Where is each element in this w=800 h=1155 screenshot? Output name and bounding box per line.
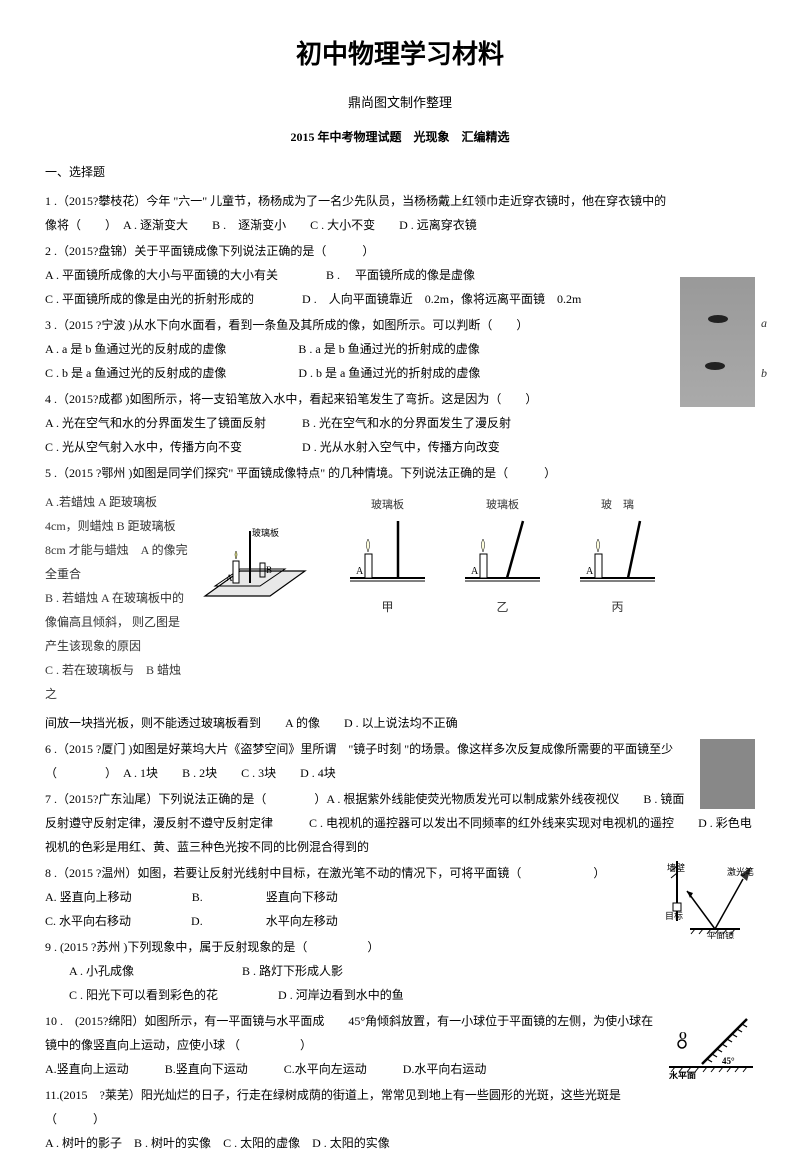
q7-text: 7 .（2015?广东汕尾）下列说法正确的是（ ） — [45, 792, 326, 806]
section-heading: 一、选择题 — [45, 161, 755, 184]
svg-text:O: O — [679, 1031, 687, 1042]
q5-bottom: 间放一块挡光板，则不能透过玻璃板看到 A 的像 D . 以上说法均不正确 — [45, 711, 755, 735]
svg-text:平面镜: 平面镜 — [707, 930, 734, 939]
exam-title: 2015 年中考物理试题 光现象 汇编精选 — [45, 126, 755, 149]
q2: 2 .（2015?盘锦）关于平面镜成像下列说法正确的是（ ） A . 平面镜所成… — [45, 239, 755, 311]
q9-text: 9 . (2015 ?苏州 )下列现象中，属于反射现象的是（ ） — [45, 935, 755, 959]
fig-yi-2: 玻璃板 A 乙 — [465, 495, 540, 619]
q10-figure: O 水平面 45° — [667, 1009, 755, 1087]
svg-text:A: A — [356, 566, 364, 577]
q7: 7 .（2015?广东汕尾）下列说法正确的是（ ）A . 根据紫外线能使荧光物质… — [45, 787, 755, 859]
svg-text:A: A — [226, 573, 233, 583]
fig-jia: 玻璃板 A B — [200, 521, 310, 619]
q3-text: 3 .（2015 ?宁波 )从水下向水面看，看到一条鱼及其所成的像，如图所示。可… — [45, 313, 755, 337]
svg-text:玻璃板: 玻璃板 — [252, 527, 279, 538]
svg-text:A: A — [586, 566, 594, 577]
q3-figure — [680, 277, 755, 407]
svg-text:A: A — [471, 566, 479, 577]
svg-text:水平面: 水平面 — [669, 1070, 696, 1079]
svg-text:目标: 目标 — [665, 910, 683, 921]
subtitle: 鼎尚图文制作整理 — [45, 91, 755, 116]
q10-text: 10 . (2015?绵阳）如图所示，有一平面镜与水平面成 45°角倾斜放置，有… — [45, 1009, 755, 1057]
q2-text: 2 .（2015?盘锦）关于平面镜成像下列说法正确的是（ ） — [45, 239, 755, 263]
q5-figures: 玻璃板 A B 玻璃板 A 甲 玻璃板 — [200, 490, 755, 619]
q4: 4 .（2015?成都 )如图所示，将一支铅笔放入水中，看起来铅笔发生了弯折。这… — [45, 387, 755, 459]
q8-text: 8 .（2015 ?温州）如图，若要让反射光线射中目标，在激光笔不动的情况下，可… — [45, 861, 755, 885]
q8: 8 .（2015 ?温州）如图，若要让反射光线射中目标，在激光笔不动的情况下，可… — [45, 861, 755, 933]
q1: 1 .（2015?攀枝花）今年 "六一" 儿童节，杨杨成为了一名少先队员，当杨杨… — [45, 189, 755, 237]
q1-text: 1 .（2015?攀枝花）今年 "六一" 儿童节，杨杨成为了一名少先队员，当杨杨… — [45, 189, 755, 237]
q6: 6 .（2015 ?厦门 )如图是好莱坞大片《盗梦空间》里所谓 "镜子时刻 "的… — [45, 737, 755, 785]
fig-yi-1: 玻璃板 A 甲 — [350, 495, 425, 619]
q4-text: 4 .（2015?成都 )如图所示，将一支铅笔放入水中，看起来铅笔发生了弯折。这… — [45, 387, 755, 411]
q10: 10 . (2015?绵阳）如图所示，有一平面镜与水平面成 45°角倾斜放置，有… — [45, 1009, 755, 1081]
svg-text:45°: 45° — [722, 1056, 735, 1066]
page-title: 初中物理学习材料 — [45, 30, 755, 79]
q3: 3 .（2015 ?宁波 )从水下向水面看，看到一条鱼及其所成的像，如图所示。可… — [45, 313, 755, 385]
q6-figure — [700, 739, 755, 809]
q5-body: A .若蜡烛 A 距玻璃板 4cm，则蜡烛 B 距玻璃板 8cm 才能与蜡烛 A… — [45, 490, 755, 706]
q5: 5 .（2015 ?鄂州 )如图是同学们探究" 平面镜成像特点" 的几种情境。下… — [45, 461, 755, 485]
q11: 11.(2015 ?莱芜）阳光灿烂的日子，行走在绿树成荫的街道上，常常见到地上有… — [45, 1083, 755, 1155]
q5-text: 5 .（2015 ?鄂州 )如图是同学们探究" 平面镜成像特点" 的几种情境。下… — [45, 461, 755, 485]
fig-bing: 玻 璃 A 丙 — [580, 495, 655, 619]
svg-text:墙壁: 墙壁 — [667, 862, 685, 873]
q11-text: 11.(2015 ?莱芜）阳光灿烂的日子，行走在绿树成荫的街道上，常常见到地上有… — [45, 1083, 755, 1131]
q9: 9 . (2015 ?苏州 )下列现象中，属于反射现象的是（ ） A . 小孔成… — [45, 935, 755, 1007]
svg-text:激光笔: 激光笔 — [727, 866, 754, 877]
q5-left-text: A .若蜡烛 A 距玻璃板 4cm，则蜡烛 B 距玻璃板 8cm 才能与蜡烛 A… — [45, 490, 190, 706]
svg-text:B: B — [266, 565, 272, 575]
q8-figure: 墙壁 目标 平面镜 激光笔 — [665, 861, 755, 947]
